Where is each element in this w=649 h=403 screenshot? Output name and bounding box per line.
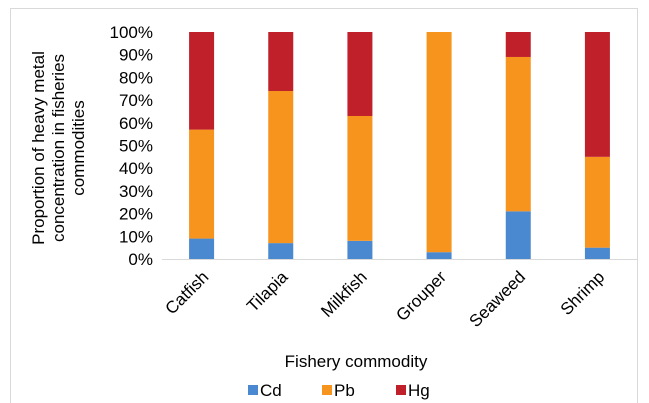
y-tick-label: 80%	[119, 68, 153, 87]
y-tick-label: 30%	[119, 182, 153, 201]
bar-cd-milkfish	[347, 240, 373, 259]
bar-pb-catfish	[189, 129, 215, 239]
legend-swatch-cd	[248, 385, 258, 395]
y-tick-label: 10%	[119, 227, 153, 246]
legend: Cd Pb Hg	[248, 381, 430, 400]
legend-label-pb: Pb	[334, 381, 355, 400]
plot-area: 0% 10% 20% 30% 40% 50% 60% 70% 80% 90% 100% Catfish…	[110, 23, 637, 331]
legend-swatch-pb	[322, 385, 332, 395]
bar-cd-seaweed	[505, 211, 531, 259]
x-tick-label: Shrimp	[557, 267, 609, 319]
bar-pb-grouper	[426, 32, 452, 253]
x-tick-label: Catfish	[162, 267, 213, 318]
bar-pb-tilapia	[268, 91, 294, 244]
bar-pb-shrimp	[584, 156, 610, 248]
legend-label-hg: Hg	[408, 381, 430, 400]
bar-cd-catfish	[189, 238, 215, 259]
bar-cd-shrimp	[584, 247, 610, 259]
chart-frame	[10, 8, 638, 403]
y-tick-label: 70%	[119, 91, 153, 110]
bar-hg-milkfish	[347, 32, 373, 116]
y-tick-label: 50%	[119, 137, 153, 156]
legend-swatch-hg	[396, 385, 406, 395]
x-tick-label: Seaweed	[466, 267, 530, 331]
bar-pb-seaweed	[505, 56, 531, 212]
bar-hg-shrimp	[584, 32, 610, 157]
x-tick-label: Grouper	[392, 267, 450, 325]
y-tick-label: 100%	[110, 23, 153, 42]
y-tick-label: 40%	[119, 159, 153, 178]
bar-hg-tilapia	[268, 32, 294, 92]
x-axis-title: Fishery commodity	[285, 352, 428, 371]
bar-pb-milkfish	[347, 115, 373, 241]
y-axis-title-line-1: Proportion of heavy metal	[29, 51, 48, 245]
y-tick-label: 60%	[119, 114, 153, 133]
x-tick-label: Tilapia	[243, 267, 292, 316]
y-tick-label: 0%	[128, 250, 153, 269]
bar-hg-catfish	[189, 32, 215, 130]
bar-hg-seaweed	[505, 32, 531, 57]
bar-cd-tilapia	[268, 243, 294, 259]
legend-label-cd: Cd	[260, 381, 282, 400]
bar-cd-grouper	[426, 252, 452, 259]
y-axis-title-line-3: commodities	[69, 100, 88, 195]
y-tick-label: 20%	[119, 205, 153, 224]
x-tick-label: Milkfish	[317, 267, 371, 321]
y-axis-title-line-2: concentration in fisheries	[49, 54, 68, 242]
y-tick-label: 90%	[119, 46, 153, 65]
